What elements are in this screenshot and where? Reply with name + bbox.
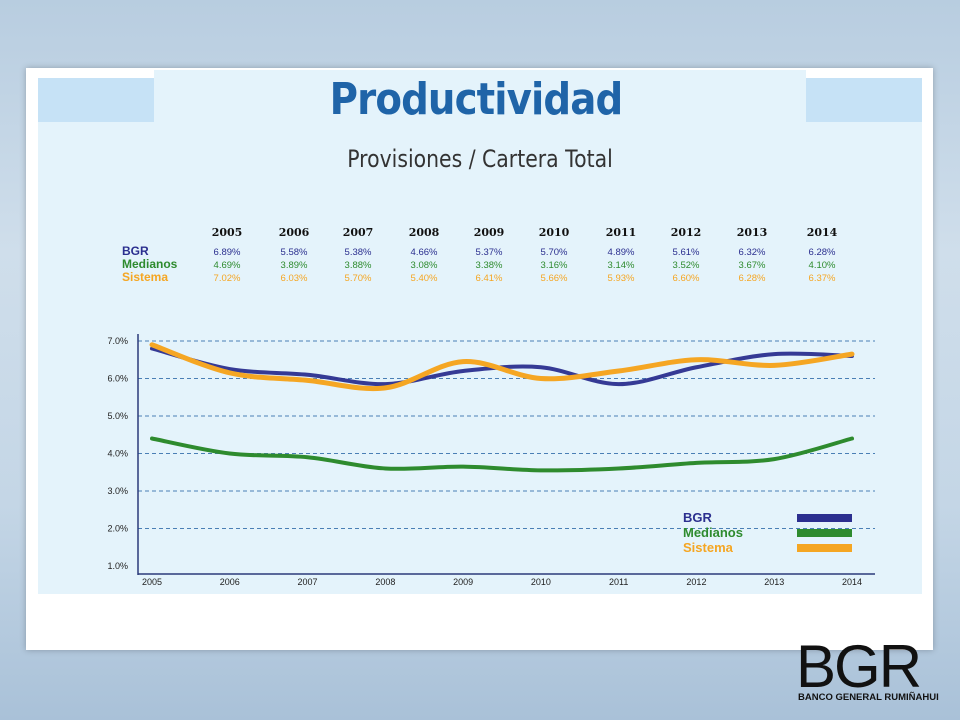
table-row-label: Sistema bbox=[122, 270, 169, 284]
x-tick-label: 2007 bbox=[298, 577, 318, 587]
legend-swatch bbox=[797, 514, 852, 522]
table-cell: 6.03% bbox=[280, 273, 308, 284]
table-cell: 5.40% bbox=[410, 273, 438, 284]
page-subtitle: Provisiones / Cartera Total bbox=[347, 145, 613, 173]
table-year-header: 2008 bbox=[408, 226, 440, 239]
table-cell: 4.66% bbox=[410, 247, 438, 258]
table-cell: 6.89% bbox=[213, 247, 241, 258]
x-tick-label: 2006 bbox=[220, 577, 240, 587]
x-tick-label: 2013 bbox=[764, 577, 784, 587]
table-year-header: 2005 bbox=[211, 226, 243, 239]
table-cell: 3.52% bbox=[672, 260, 700, 271]
table-year-header: 2010 bbox=[538, 226, 570, 239]
y-tick-label: 7.0% bbox=[107, 336, 128, 346]
table-cell: 5.70% bbox=[344, 273, 372, 284]
legend-swatch bbox=[797, 529, 852, 537]
table-year-header: 2012 bbox=[670, 226, 702, 239]
table-cell: 3.38% bbox=[475, 260, 503, 271]
y-tick-label: 2.0% bbox=[107, 524, 128, 534]
title-area bbox=[154, 70, 806, 205]
table-year-header: 2007 bbox=[342, 226, 374, 239]
table-cell: 5.61% bbox=[672, 247, 700, 258]
table-cell: 6.60% bbox=[672, 273, 700, 284]
series-line-sistema bbox=[149, 342, 855, 392]
table-cell: 5.38% bbox=[344, 247, 372, 258]
x-tick-label: 2008 bbox=[375, 577, 395, 587]
table-cell: 7.02% bbox=[213, 273, 241, 284]
table-cell: 4.89% bbox=[607, 247, 635, 258]
logo-bank-name: BANCO GENERAL RUMIÑAHUI bbox=[798, 692, 939, 703]
table-cell: 3.14% bbox=[607, 260, 635, 271]
table-row-label: Medianos bbox=[122, 257, 178, 271]
y-tick-label: 1.0% bbox=[107, 561, 128, 571]
table-year-header: 2009 bbox=[473, 226, 505, 239]
frame-left-corner bbox=[38, 78, 154, 122]
x-tick-label: 2005 bbox=[142, 577, 162, 587]
table-cell: 3.08% bbox=[410, 260, 438, 271]
table-cell: 4.10% bbox=[808, 260, 836, 271]
x-tick-label: 2010 bbox=[531, 577, 551, 587]
legend-label: BGR bbox=[683, 510, 713, 525]
table-cell: 6.28% bbox=[808, 247, 836, 258]
x-tick-label: 2009 bbox=[453, 577, 473, 587]
y-tick-label: 5.0% bbox=[107, 411, 128, 421]
table-cell: 5.37% bbox=[475, 247, 503, 258]
legend-label: Sistema bbox=[683, 540, 734, 555]
table-cell: 4.69% bbox=[213, 260, 241, 271]
y-tick-label: 4.0% bbox=[107, 449, 128, 459]
table-cell: 5.70% bbox=[540, 247, 568, 258]
logo-letters: BGR bbox=[796, 633, 922, 700]
table-cell: 6.32% bbox=[738, 247, 766, 258]
series-line-medianos bbox=[150, 436, 854, 473]
y-tick-label: 3.0% bbox=[107, 486, 128, 496]
table-cell: 3.89% bbox=[280, 260, 308, 271]
table-cell: 6.37% bbox=[808, 273, 836, 284]
x-tick-label: 2012 bbox=[686, 577, 706, 587]
table-cell: 3.67% bbox=[738, 260, 766, 271]
table-row-label: BGR bbox=[122, 244, 149, 258]
legend-label: Medianos bbox=[683, 525, 743, 540]
x-tick-label: 2011 bbox=[609, 577, 628, 587]
table-year-header: 2006 bbox=[278, 226, 310, 239]
table-cell: 3.88% bbox=[344, 260, 372, 271]
bank-logo: BGR BANCO GENERAL RUMIÑAHUI bbox=[796, 633, 941, 710]
table-year-header: 2011 bbox=[605, 226, 637, 239]
page-title: Productividad bbox=[329, 74, 624, 125]
x-tick-label: 2014 bbox=[842, 577, 862, 587]
frame-right-corner bbox=[806, 78, 922, 122]
table-cell: 5.93% bbox=[607, 273, 635, 284]
table-cell: 6.28% bbox=[738, 273, 766, 284]
table-year-header: 2014 bbox=[806, 226, 838, 239]
table-cell: 6.41% bbox=[475, 273, 503, 284]
series-line-bgr bbox=[150, 346, 854, 387]
table-cell: 5.66% bbox=[540, 273, 568, 284]
table-cell: 3.16% bbox=[540, 260, 568, 271]
table-cell: 5.58% bbox=[280, 247, 308, 258]
table-year-header: 2013 bbox=[736, 226, 768, 239]
y-tick-label: 6.0% bbox=[107, 374, 128, 384]
legend-swatch bbox=[797, 544, 852, 552]
